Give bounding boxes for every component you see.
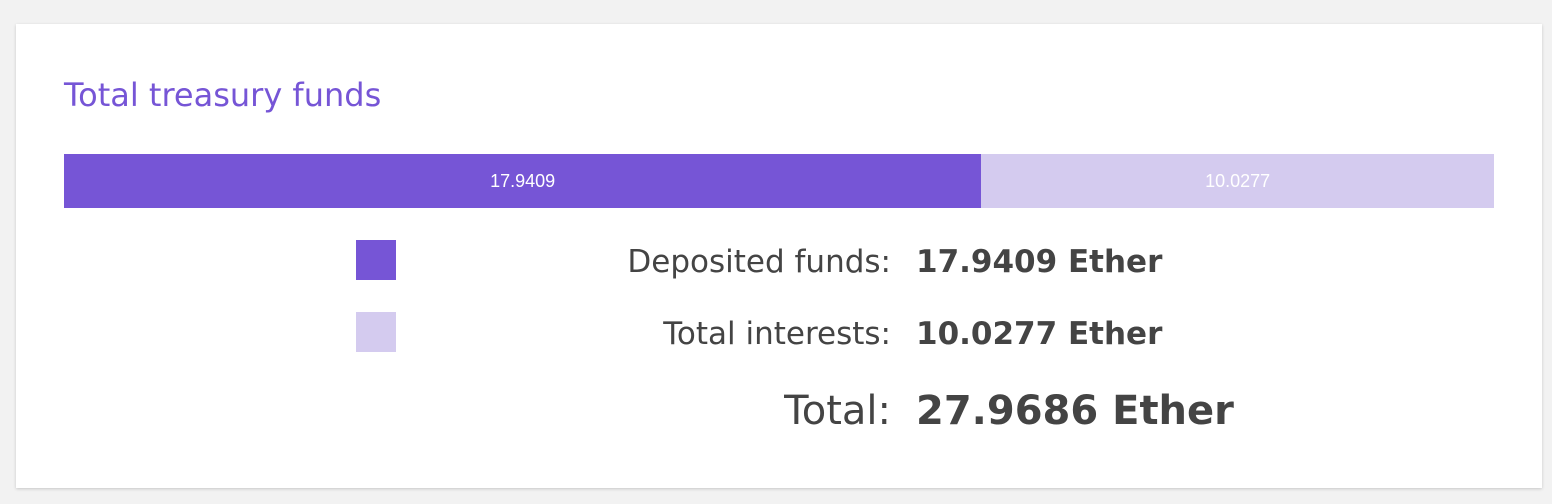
card-title: Total treasury funds <box>64 76 382 114</box>
deposited-funds-swatch <box>356 240 396 280</box>
total-interests-value: 10.0277 Ether <box>916 316 1163 352</box>
treasury-stacked-bar: 17.9409 10.0277 <box>64 154 1494 208</box>
total-interests-segment: 10.0277 <box>981 154 1494 208</box>
deposited-funds-segment: 17.9409 <box>64 154 982 208</box>
total-interests-label: Total interests: <box>663 316 891 352</box>
total-label: Total: <box>784 388 891 434</box>
total-interests-swatch <box>356 312 396 352</box>
total-value: 27.9686 Ether <box>916 388 1234 434</box>
deposited-funds-label: Deposited funds: <box>627 244 891 280</box>
treasury-funds-card: Total treasury funds 17.9409 10.0277 Depo… <box>16 24 1542 488</box>
segment-value-label: 17.9409 <box>490 170 556 191</box>
segment-value-label: 10.0277 <box>1205 170 1271 191</box>
deposited-funds-value: 17.9409 Ether <box>916 244 1163 280</box>
